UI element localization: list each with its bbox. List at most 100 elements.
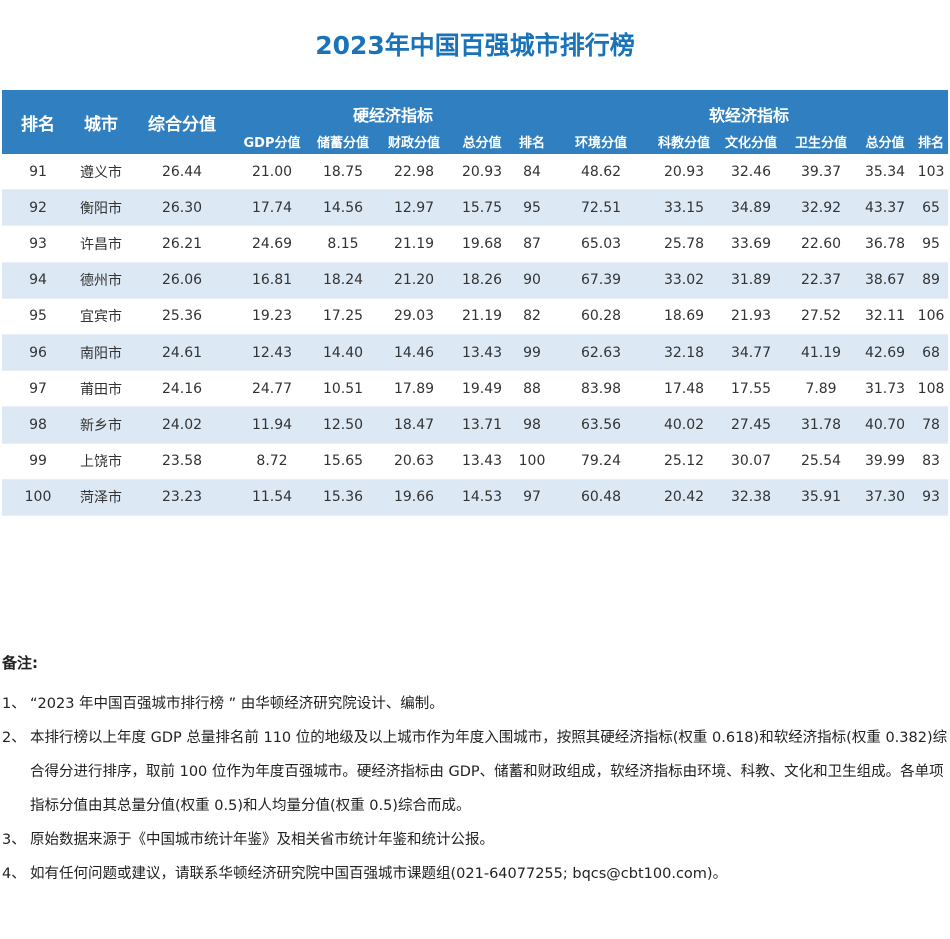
cell-gdp-score: 19.23 [236,298,308,335]
cell-hard-rank: 87 [514,225,551,263]
cell-hard-total: 14.53 [450,479,514,516]
cell-city: 德州市 [74,262,128,299]
header-city: 城市 [74,90,128,154]
cell-gdp-score: 16.81 [236,262,308,299]
cell-soft-rank: 103 [914,154,949,191]
cell-hard-rank: 88 [514,370,551,408]
note-item: 1、 “2023 年中国百强城市排行榜 ” 由华顿经济研究院设计、编制。 [2,687,948,721]
cell-health-score: 35.91 [786,479,857,516]
table-body: 91 遵义市 26.44 21.00 18.75 22.98 20.93 84 48.62 20.… [2,154,949,516]
cell-rank: 94 [2,262,74,299]
cell-culture-score: 33.69 [716,225,787,263]
cell-environment-score: 67.39 [550,262,653,299]
cell-total-score: 23.23 [128,479,236,516]
cell-fiscal-score: 22.98 [378,154,450,191]
cell-culture-score: 27.45 [716,406,787,444]
cell-soft-rank: 78 [914,406,949,444]
note-number: 2、 [2,730,26,746]
cell-city: 宜宾市 [74,298,128,335]
cell-fiscal-score: 29.03 [378,298,450,335]
cell-gdp-score: 17.74 [236,189,308,227]
cell-fiscal-score: 18.47 [378,406,450,444]
cell-education-score: 25.78 [652,225,717,263]
cell-savings-score: 18.75 [308,154,378,191]
cell-gdp-score: 12.43 [236,334,308,372]
cell-soft-rank: 95 [914,225,949,263]
cell-rank: 91 [2,154,74,191]
cell-culture-score: 30.07 [716,443,787,480]
cell-savings-score: 10.51 [308,370,378,408]
cell-total-score: 24.61 [128,334,236,372]
cell-health-score: 31.78 [786,406,857,444]
cell-soft-total: 43.37 [856,189,915,227]
cell-soft-total: 32.11 [856,298,915,335]
cell-total-score: 26.44 [128,154,236,191]
cell-hard-total: 13.43 [450,443,514,480]
cell-hard-total: 18.26 [450,262,514,299]
header-environment-score: 环境分值 [550,128,653,154]
cell-environment-score: 63.56 [550,406,653,444]
table-row: 94 德州市 26.06 16.81 18.24 21.20 18.26 90 67.39 33.… [2,262,949,299]
note-item: 4、 如有任何问题或建议，请联系华顿经济研究院中国百强城市课题组(021-6407… [2,857,948,891]
table-row: 95 宜宾市 25.36 19.23 17.25 29.03 21.19 82 60.28 18.… [2,298,949,335]
cell-hard-total: 15.75 [450,189,514,227]
cell-fiscal-score: 19.66 [378,479,450,516]
cell-hard-total: 13.43 [450,334,514,372]
header-education-score: 科教分值 [652,128,717,154]
cell-soft-total: 38.67 [856,262,915,299]
cell-fiscal-score: 21.20 [378,262,450,299]
note-number: 3、 [2,832,26,848]
cell-city: 衡阳市 [74,189,128,227]
header-soft-total: 总分值 [856,128,915,154]
note-number: 4、 [2,866,26,882]
header-hard-total: 总分值 [450,128,514,154]
cell-education-score: 18.69 [652,298,717,335]
header-soft-rank: 排名 [914,128,949,154]
cell-soft-total: 37.30 [856,479,915,516]
cell-fiscal-score: 17.89 [378,370,450,408]
cell-city: 许昌市 [74,225,128,263]
note-text: 如有任何问题或建议，请联系华顿经济研究院中国百强城市课题组(021-640772… [30,866,728,882]
cell-total-score: 25.36 [128,298,236,335]
cell-environment-score: 48.62 [550,154,653,191]
cell-soft-total: 31.73 [856,370,915,408]
cell-savings-score: 15.36 [308,479,378,516]
cell-education-score: 25.12 [652,443,717,480]
cell-gdp-score: 8.72 [236,443,308,480]
cell-soft-total: 40.70 [856,406,915,444]
cell-education-score: 17.48 [652,370,717,408]
cell-gdp-score: 11.94 [236,406,308,444]
note-text: 本排行榜以上年度 GDP 总量排名前 110 位的地级及以上城市作为年度入围城市… [30,730,948,814]
cell-health-score: 32.92 [786,189,857,227]
cell-total-score: 24.02 [128,406,236,444]
cell-environment-score: 72.51 [550,189,653,227]
cell-soft-rank: 89 [914,262,949,299]
cell-gdp-score: 21.00 [236,154,308,191]
cell-rank: 92 [2,189,74,227]
cell-health-score: 22.37 [786,262,857,299]
cell-savings-score: 18.24 [308,262,378,299]
header-culture-score: 文化分值 [716,128,787,154]
cell-culture-score: 32.38 [716,479,787,516]
cell-soft-rank: 106 [914,298,949,335]
cell-environment-score: 62.63 [550,334,653,372]
cell-environment-score: 83.98 [550,370,653,408]
header-health-score: 卫生分值 [786,128,857,154]
cell-total-score: 23.58 [128,443,236,480]
cell-health-score: 41.19 [786,334,857,372]
cell-education-score: 40.02 [652,406,717,444]
cell-rank: 93 [2,225,74,263]
table-row: 99 上饶市 23.58 8.72 15.65 20.63 13.43 100 79.24 25.… [2,443,949,480]
cell-culture-score: 34.77 [716,334,787,372]
cell-soft-rank: 65 [914,189,949,227]
cell-city: 遵义市 [74,154,128,191]
cell-total-score: 26.21 [128,225,236,263]
cell-hard-rank: 84 [514,154,551,191]
cell-gdp-score: 24.69 [236,225,308,263]
table-row: 96 南阳市 24.61 12.43 14.40 14.46 13.43 99 62.63 32.… [2,334,949,372]
cell-savings-score: 14.40 [308,334,378,372]
header-fiscal-score: 财政分值 [378,128,450,154]
cell-culture-score: 32.46 [716,154,787,191]
header-hard-economy: 硬经济指标 [236,90,551,128]
cell-fiscal-score: 14.46 [378,334,450,372]
